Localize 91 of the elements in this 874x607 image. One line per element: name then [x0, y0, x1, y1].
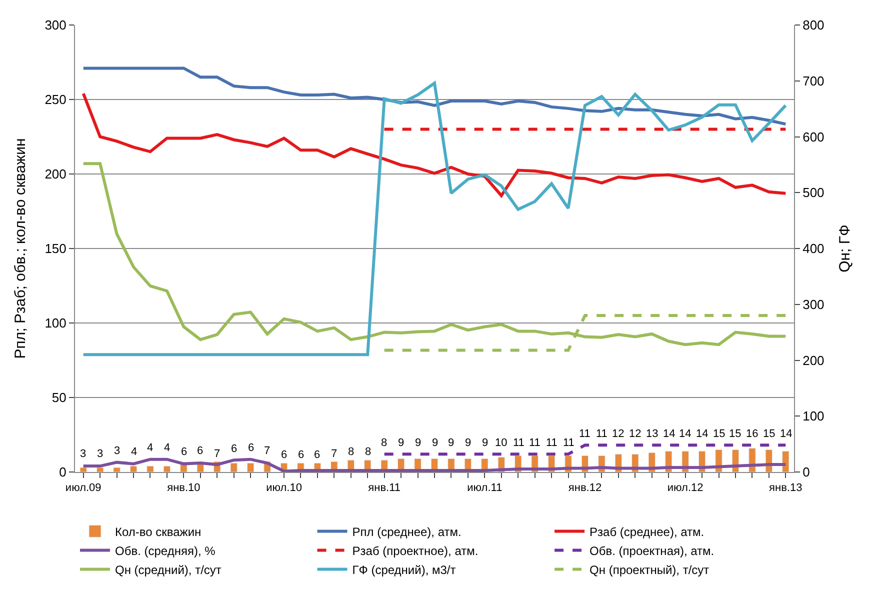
x-tick-label: июл.09	[65, 482, 102, 494]
y-axis-title: Рпл; Рзаб; обв.; кол-во скважин	[12, 138, 29, 359]
data-label: 10	[495, 437, 508, 449]
y-tick-label: 150	[44, 241, 66, 256]
bar	[96, 467, 104, 472]
y-tick-label: 200	[44, 166, 66, 182]
bar	[80, 467, 87, 472]
data-label: 6	[231, 443, 238, 455]
data-label: 3	[97, 448, 104, 460]
data-label: 7	[214, 448, 220, 460]
y2-tick-label: 800	[802, 18, 824, 33]
x-tick-label: янв.13	[769, 482, 802, 494]
data-label: 11	[513, 437, 524, 449]
bar	[782, 450, 790, 472]
y-tick-label: 50	[52, 390, 66, 406]
data-label: 9	[482, 437, 488, 449]
data-label: 14	[780, 428, 792, 440]
data-label: 7	[331, 448, 338, 460]
legend-label: Рпл (среднее), атм.	[352, 524, 462, 539]
line-series	[82, 66, 788, 126]
data-label: 8	[348, 446, 354, 458]
legend-label: Рзаб (среднее), атм.	[590, 524, 704, 539]
y2-tick-label: 200	[802, 352, 824, 368]
y2-tick-label: 0	[802, 464, 810, 480]
data-label: 9	[432, 437, 438, 449]
legend-label: Рзаб (проектное), атм.	[352, 544, 478, 558]
x-tick-label: июл.10	[266, 482, 302, 494]
data-label: 16	[746, 428, 758, 440]
y-tick-label: 250	[44, 92, 66, 108]
data-label: 15	[763, 428, 776, 440]
y2-tick-label: 500	[802, 185, 824, 200]
y-tick-label: 0	[59, 464, 66, 480]
data-label: 11	[546, 437, 558, 449]
data-label: 9	[415, 437, 422, 449]
data-label: 6	[281, 449, 288, 461]
legend-label: Обв. (проектная), атм.	[590, 544, 714, 558]
legend-label: Обв. (средняя), %	[115, 544, 216, 558]
data-label: 11	[529, 437, 540, 449]
data-label: 4	[164, 442, 170, 454]
data-label: 11	[563, 437, 574, 449]
bar	[113, 467, 120, 472]
data-label: 11	[596, 428, 608, 440]
data-label: 15	[729, 428, 742, 440]
data-label: 6	[181, 446, 188, 458]
data-label: 15	[713, 428, 726, 440]
data-label: 13	[646, 428, 658, 440]
line-series	[82, 92, 788, 198]
data-label: 14	[679, 428, 692, 440]
data-label: 14	[696, 428, 708, 440]
line-series	[82, 458, 788, 472]
data-label: 4	[131, 446, 138, 458]
data-label: 11	[579, 428, 590, 440]
line-series	[82, 82, 788, 356]
legend-label: Qн (проектный), т/сут	[590, 562, 710, 577]
data-label: 12	[629, 428, 642, 440]
bar	[230, 462, 238, 472]
y2-tick-label: 100	[802, 408, 824, 424]
x-tick-label: июл.12	[667, 482, 704, 494]
data-label: 6	[248, 442, 254, 454]
data-label: 9	[398, 437, 404, 449]
y2-tick-label: 400	[802, 241, 824, 256]
data-label: 6	[314, 449, 320, 461]
x-tick-label: янв.11	[368, 482, 401, 494]
y2-tick-label: 700	[802, 73, 824, 88]
bar	[246, 462, 254, 472]
bar	[163, 466, 171, 472]
legend-label: ГФ (средний), м3/т	[352, 562, 456, 577]
data-label: 12	[612, 428, 624, 440]
data-label: 3	[80, 448, 86, 460]
legend-label: Qн (средний), т/сут	[115, 562, 222, 577]
y-tick-label: 300	[44, 18, 66, 33]
bar	[146, 466, 154, 472]
data-label: 6	[197, 445, 204, 457]
legend-label: Кол-во скважин	[115, 524, 202, 539]
data-label: 4	[147, 442, 154, 454]
y-tick-label: 100	[44, 316, 66, 331]
y2-tick-label: 600	[802, 129, 824, 144]
data-label: 7	[264, 445, 270, 457]
data-label: 8	[365, 446, 372, 458]
y2-tick-label: 300	[802, 296, 824, 312]
bar	[130, 466, 138, 472]
data-label: 6	[298, 449, 304, 461]
data-label: 14	[663, 428, 676, 440]
data-label: 9	[448, 437, 454, 449]
data-label: 9	[465, 437, 472, 449]
x-tick-label: июл.11	[467, 482, 502, 494]
y2-axis-title: Qн; ГФ	[836, 224, 854, 272]
x-tick-label: янв.10	[167, 482, 200, 494]
data-label: 8	[381, 437, 388, 449]
x-tick-label: янв.12	[568, 482, 602, 494]
data-label: 3	[114, 445, 120, 457]
